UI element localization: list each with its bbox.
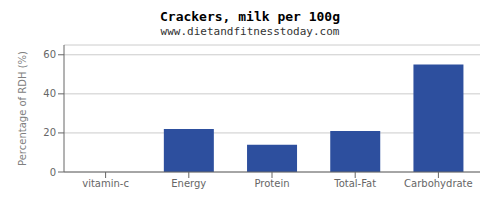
svg-text:60: 60 (43, 49, 56, 60)
svg-text:Percentage of RDH (%): Percentage of RDH (%) (17, 51, 28, 166)
html-text:www.dietandfitnesstoday.com: www.dietandfitnesstoday.com (160, 25, 340, 38)
svg-text:Carbohydrate: Carbohydrate (404, 178, 473, 189)
svg-text:vitamin-c: vitamin-c (82, 178, 129, 189)
svg-text:20: 20 (43, 127, 56, 138)
svg-text:Total-Fat: Total-Fat (333, 178, 376, 189)
html-text:Crackers, milk per 100g: Crackers, milk per 100g (160, 9, 340, 24)
svg-text:0: 0 (50, 167, 56, 178)
svg-text:40: 40 (43, 88, 56, 99)
svg-text:Energy: Energy (171, 178, 206, 189)
svg-text:Protein: Protein (254, 178, 289, 189)
